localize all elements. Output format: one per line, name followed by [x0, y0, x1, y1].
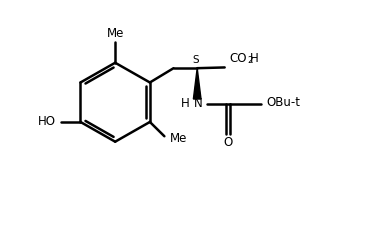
- Text: O: O: [224, 136, 233, 149]
- Text: OBu-t: OBu-t: [267, 96, 300, 109]
- Text: H: H: [181, 97, 189, 110]
- Text: H: H: [250, 52, 259, 65]
- Text: N: N: [193, 97, 202, 110]
- Text: Me: Me: [106, 27, 124, 40]
- Polygon shape: [193, 68, 201, 99]
- Text: S: S: [192, 55, 199, 65]
- Text: 2: 2: [247, 56, 253, 65]
- Text: CO: CO: [229, 52, 247, 65]
- Text: Me: Me: [170, 132, 188, 145]
- Text: HO: HO: [38, 116, 56, 128]
